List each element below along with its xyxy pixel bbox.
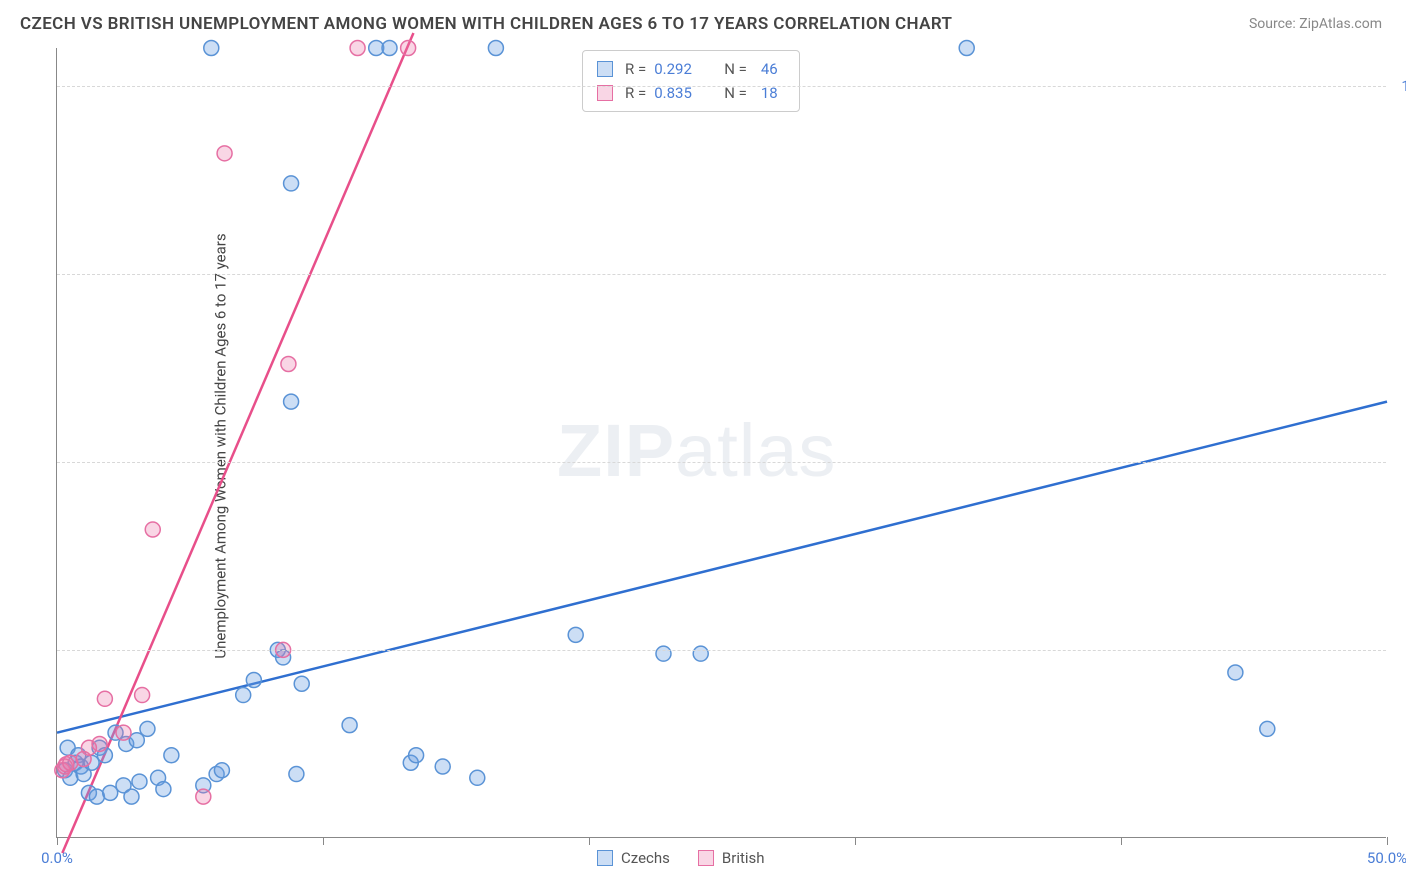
- data-point-british: [217, 146, 232, 161]
- x-tick-label: 0.0%: [41, 849, 73, 867]
- data-point-czechs: [284, 394, 299, 409]
- legend-r-label: R =: [625, 60, 646, 78]
- data-point-czechs: [1228, 665, 1243, 680]
- x-tick: [57, 837, 58, 845]
- y-tick-label: 25.0%: [1394, 641, 1406, 659]
- data-point-czechs: [409, 748, 424, 763]
- legend-n-value: 18: [761, 84, 785, 102]
- data-point-czechs: [204, 41, 219, 56]
- data-point-british: [92, 736, 107, 751]
- data-point-czechs: [284, 176, 299, 191]
- chart-title: CZECH VS BRITISH UNEMPLOYMENT AMONG WOME…: [20, 14, 952, 34]
- x-tick-inner: [323, 837, 324, 845]
- data-point-czechs: [1260, 721, 1275, 736]
- gridline-h: [57, 650, 1386, 651]
- data-point-british: [196, 789, 211, 804]
- data-point-czechs: [246, 673, 261, 688]
- gridline-h: [57, 86, 1386, 87]
- legend-n-label: N =: [724, 60, 747, 78]
- x-tick: [1387, 837, 1388, 845]
- legend-row-british: R = 0.835 N = 18: [597, 81, 785, 105]
- legend-swatch-icon: [597, 85, 613, 101]
- data-point-british: [116, 725, 131, 740]
- source-value: ZipAtlas.com: [1299, 16, 1382, 32]
- chart-svg: [57, 48, 1386, 837]
- y-tick-label: 100.0%: [1394, 77, 1406, 95]
- data-point-czechs: [103, 785, 118, 800]
- gridline-h: [57, 274, 1386, 275]
- legend-n-value: 46: [761, 60, 785, 78]
- source-attribution: Source: ZipAtlas.com: [1249, 16, 1382, 32]
- data-point-czechs: [140, 721, 155, 736]
- data-point-british: [97, 691, 112, 706]
- x-tick-inner: [855, 837, 856, 845]
- series-legend-label: British: [722, 849, 765, 867]
- legend-row-czechs: R = 0.292 N = 46: [597, 57, 785, 81]
- series-legend-item: Czechs: [597, 849, 670, 867]
- data-point-czechs: [214, 763, 229, 778]
- data-point-czechs: [236, 688, 251, 703]
- legend-r-label: R =: [625, 84, 646, 102]
- data-point-czechs: [488, 41, 503, 56]
- data-point-czechs: [289, 767, 304, 782]
- legend-swatch-icon: [597, 850, 613, 866]
- data-point-czechs: [693, 646, 708, 661]
- data-point-czechs: [568, 627, 583, 642]
- data-point-czechs: [382, 41, 397, 56]
- data-point-czechs: [124, 789, 139, 804]
- x-tick-label: 50.0%: [1367, 849, 1406, 867]
- data-point-british: [281, 357, 296, 372]
- legend-r-value: 0.292: [654, 60, 706, 78]
- gridline-h: [57, 462, 1386, 463]
- x-tick-inner: [589, 837, 590, 845]
- source-label: Source:: [1249, 16, 1296, 32]
- plot-area: ZIPatlas R =0.292N =46R =0.835N =18 Czec…: [56, 48, 1386, 838]
- legend-n-label: N =: [724, 84, 747, 102]
- data-point-british: [350, 41, 365, 56]
- data-point-czechs: [294, 676, 309, 691]
- data-point-czechs: [959, 41, 974, 56]
- data-point-british: [401, 41, 416, 56]
- data-point-british: [135, 688, 150, 703]
- data-point-british: [145, 522, 160, 537]
- data-point-czechs: [435, 759, 450, 774]
- correlation-legend: R = 0.292 N = 46 R = 0.835 N = 18: [582, 50, 800, 112]
- series-legend-label: Czechs: [621, 849, 670, 867]
- legend-swatch-icon: [597, 61, 613, 77]
- x-tick-inner: [1121, 837, 1122, 845]
- data-point-czechs: [656, 646, 671, 661]
- series-legend: Czechs British: [597, 849, 765, 867]
- data-point-czechs: [164, 748, 179, 763]
- data-point-czechs: [132, 774, 147, 789]
- data-point-czechs: [470, 770, 485, 785]
- data-point-czechs: [156, 782, 171, 797]
- legend-swatch-icon: [698, 850, 714, 866]
- y-tick-label: 75.0%: [1394, 265, 1406, 283]
- data-point-czechs: [342, 718, 357, 733]
- y-tick-label: 50.0%: [1394, 453, 1406, 471]
- series-legend-item: British: [698, 849, 765, 867]
- legend-r-value: 0.835: [654, 84, 706, 102]
